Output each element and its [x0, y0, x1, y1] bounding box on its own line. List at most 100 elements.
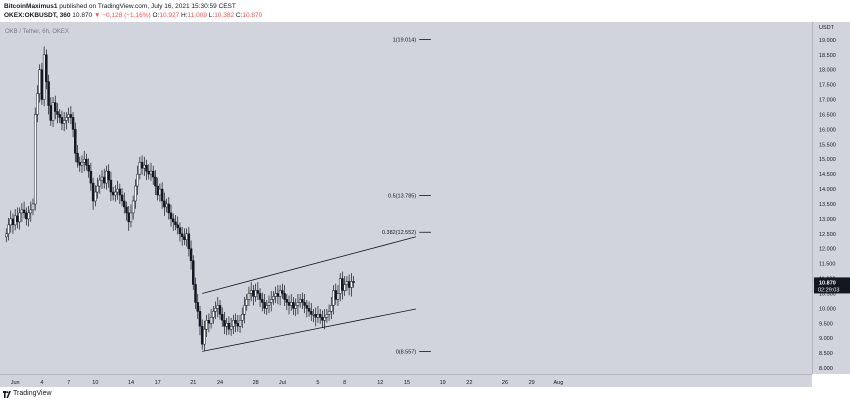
- symbol-label: OKEX:OKBUSDT, 360: [4, 12, 71, 19]
- candle-up: [18, 212, 21, 223]
- candle-down: [258, 293, 262, 300]
- ohlc-close: 10.870: [242, 12, 263, 19]
- candle-up: [129, 212, 133, 223]
- time-axis-svg: Jun 4 7 10 14 17 21 24 28 Jul 5 8 12 15 19 22 26 29 Aug: [11, 380, 564, 386]
- candles[interactable]: [5, 46, 355, 351]
- time-tick-label: 26: [502, 380, 508, 386]
- candle-up: [62, 120, 66, 124]
- ascending-channel[interactable]: [202, 236, 417, 352]
- candle-up: [254, 290, 257, 297]
- candle-down: [151, 170, 155, 178]
- publish-line: BitcoinMaximus1 published on TradingView…: [4, 2, 236, 11]
- candle-down: [314, 314, 317, 318]
- change-value: ▼ −0.128 (−1.16%): [93, 12, 151, 19]
- time-tick-label: 19: [440, 380, 446, 386]
- candle-up: [343, 284, 346, 291]
- candle-down: [40, 69, 44, 100]
- candle-up: [5, 233, 8, 238]
- candle-down: [172, 218, 175, 223]
- tradingview-logo-icon: [3, 391, 11, 398]
- candle-up: [149, 170, 153, 175]
- price-chart[interactable]: OKB / Tether, 6h, OKEX 1(19.014) 0.5(13.7…: [0, 22, 812, 374]
- candle-up: [294, 305, 297, 309]
- candle-down: [140, 161, 144, 169]
- candle-down: [194, 284, 197, 303]
- fibonacci-retracement[interactable]: 1(19.014) 0.5(13.785) 0.382(12.552) 0(8.557…: [382, 37, 431, 355]
- candle-up: [249, 290, 253, 294]
- candle-down: [127, 212, 130, 223]
- candle-down: [334, 290, 338, 300]
- price-axis[interactable]: USDT 19.000 18.500 18.000 17.500 17.000 16.50…: [782, 22, 850, 374]
- price-tick-label: 12.000: [819, 247, 836, 253]
- fib-level-label: 0(8.557): [396, 349, 417, 355]
- author-name[interactable]: BitcoinMaximus1: [4, 3, 58, 10]
- price-tick-label: 18.000: [819, 68, 836, 74]
- candle-down: [60, 117, 64, 124]
- price-tick-label: 10.000: [819, 306, 836, 312]
- chart-area[interactable]: OKB / Tether, 6h, OKEX 1(19.014) 0.5(13.7…: [0, 22, 812, 374]
- candle-down: [276, 293, 280, 297]
- candle-up: [36, 93, 39, 115]
- candle-down: [107, 170, 110, 181]
- candle-up: [272, 296, 275, 300]
- candle-up: [20, 209, 24, 214]
- candle-down: [352, 281, 355, 283]
- candle-down: [45, 54, 48, 82]
- price-tick-label: 8.000: [819, 366, 833, 372]
- candle-down: [145, 164, 148, 172]
- candle-down: [321, 317, 324, 321]
- price-tick-label: 15.500: [819, 142, 836, 148]
- candle-down: [118, 188, 122, 196]
- candle-down: [147, 170, 151, 175]
- candle-down: [102, 176, 106, 184]
- candle-up: [114, 191, 117, 196]
- channel-lower-line: [202, 308, 416, 352]
- price-tick-label: 8.500: [819, 351, 833, 357]
- ohlc-open: 10.927: [159, 12, 180, 19]
- time-ticks: Jun 4 7 10 14 17 21 24 28 Jul 5 8 12 15 19 22 26 29 Aug: [11, 380, 564, 386]
- candle-up: [94, 191, 97, 202]
- candle-up: [229, 326, 233, 330]
- candle-down: [261, 299, 264, 303]
- chart-header: BitcoinMaximus1 published on TradingView…: [0, 0, 850, 22]
- candle-up: [51, 102, 55, 121]
- candle-down: [11, 218, 15, 226]
- candle-down: [123, 200, 126, 208]
- candle-down: [174, 221, 177, 226]
- footer-brand[interactable]: TradingView: [13, 390, 52, 397]
- candle-up: [9, 218, 12, 226]
- candle-down: [223, 320, 226, 327]
- candle-down: [220, 314, 224, 321]
- ohlc-open-label: O:: [152, 12, 160, 19]
- candle-up: [330, 305, 333, 312]
- candle-down: [111, 191, 115, 196]
- candle-up: [243, 305, 246, 315]
- price-tick-label: 14.500: [819, 172, 836, 178]
- time-tick-label: 8: [343, 380, 346, 386]
- candle-down: [91, 182, 95, 202]
- candle-up: [298, 299, 302, 303]
- candle-down: [74, 129, 77, 154]
- price-tick-label: 13.500: [819, 202, 836, 208]
- time-axis[interactable]: Jun 4 7 10 14 17 21 24 28 Jul 5 8 12 15 19 22 26 29 Aug: [0, 374, 812, 387]
- candle-down: [192, 260, 195, 285]
- candle-down: [227, 323, 231, 330]
- candle-up: [241, 314, 244, 321]
- candle-down: [196, 302, 199, 312]
- candle-up: [225, 323, 228, 327]
- candle-up: [345, 281, 349, 285]
- time-tick-label: 22: [466, 380, 472, 386]
- time-tick-label: 14: [128, 380, 134, 386]
- candle-up: [33, 114, 37, 205]
- candle-down: [85, 158, 88, 166]
- time-tick-label: 21: [190, 380, 196, 386]
- candle-up: [312, 314, 315, 316]
- candle-up: [325, 314, 329, 318]
- footer: TradingView: [0, 387, 850, 403]
- time-tick-label: 4: [40, 380, 43, 386]
- candle-down: [180, 233, 184, 238]
- price-tick-label: 12.500: [819, 232, 836, 238]
- time-tick-label: 7: [67, 380, 70, 386]
- candle-down: [49, 105, 53, 121]
